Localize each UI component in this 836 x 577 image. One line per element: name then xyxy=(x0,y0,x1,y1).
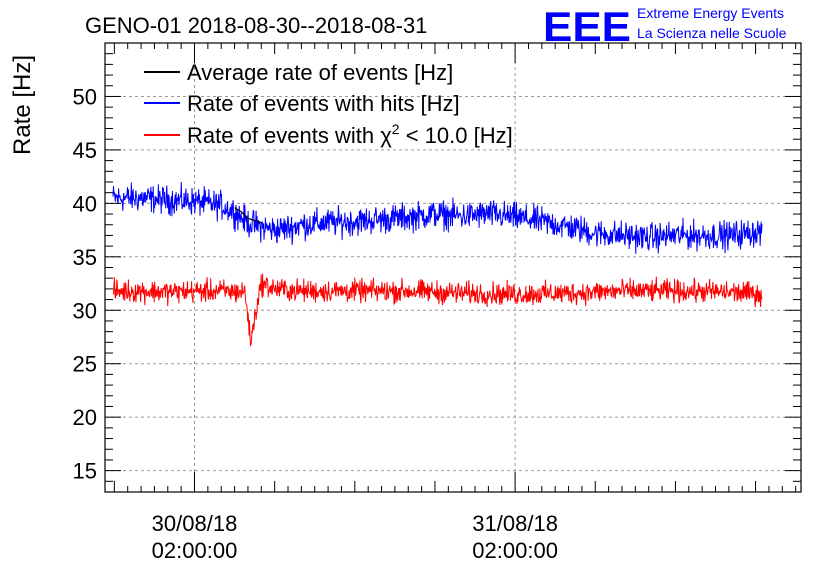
series-lines xyxy=(112,181,763,347)
y-tick-label: 35 xyxy=(73,245,97,270)
legend-label-chi2-sup: 2 xyxy=(392,121,400,137)
y-tick-label: 45 xyxy=(73,138,97,163)
eee-logo-mark: EEE xyxy=(543,3,631,50)
legend-label-hits: Rate of events with hits [Hz] xyxy=(187,91,460,116)
series-rate-chi2 xyxy=(112,273,763,347)
legend: Average rate of events [Hz] Rate of even… xyxy=(144,60,513,148)
y-tick-label: 40 xyxy=(73,191,97,216)
y-tick-label: 30 xyxy=(73,298,97,323)
y-tick-label: 25 xyxy=(73,352,97,377)
y-tick-label: 50 xyxy=(73,84,97,109)
y-axis-ticks: 15 20 25 30 35 40 45 50 xyxy=(73,42,801,493)
x-tick-label-date: 31/08/18 xyxy=(472,511,558,536)
series-average-rate xyxy=(234,207,262,224)
y-tick-label: 15 xyxy=(73,459,97,484)
eee-logo-line1: Extreme Energy Events xyxy=(637,5,784,21)
eee-logo: EEE Extreme Energy Events La Scienza nel… xyxy=(543,3,787,50)
chart-title: GENO-01 2018-08-30--2018-08-31 xyxy=(85,13,427,38)
x-tick-label-time: 02:00:00 xyxy=(152,538,238,563)
x-tick-label-time: 02:00:00 xyxy=(472,538,558,563)
eee-logo-line2: La Scienza nelle Scuole xyxy=(637,25,787,41)
legend-label-chi2-post: < 10.0 [Hz] xyxy=(400,123,513,148)
legend-label-chi2-symbol: χ xyxy=(380,123,392,148)
legend-label-chi2: Rate of events with χ2 < 10.0 [Hz] xyxy=(187,121,513,148)
legend-label-chi2-pre: Rate of events with xyxy=(187,123,380,148)
y-tick-label: 20 xyxy=(73,405,97,430)
legend-label-average: Average rate of events [Hz] xyxy=(187,60,453,85)
y-axis-label: Rate [Hz] xyxy=(9,55,36,155)
series-rate-hits xyxy=(112,181,763,255)
x-tick-label-date: 30/08/18 xyxy=(152,511,238,536)
